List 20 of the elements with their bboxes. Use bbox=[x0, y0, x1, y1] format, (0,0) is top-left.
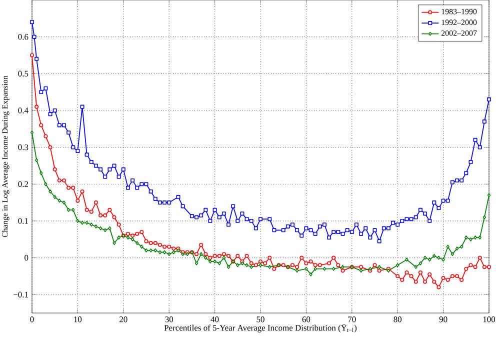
x-tick-label: 50 bbox=[256, 316, 264, 322]
y-tick-label: 0.5 bbox=[18, 70, 28, 77]
x-tick-label: 100 bbox=[483, 316, 496, 322]
y-tick-label: 0.1 bbox=[18, 218, 28, 224]
x-axis-title: Percentiles of 5-Year Average Income Distribution (Ȳ$_{t−l}$) bbox=[164, 324, 357, 332]
y-tick-label: 0.4 bbox=[18, 108, 28, 114]
y-tick-label: 0.6 bbox=[18, 34, 28, 40]
x-tick-label: 90 bbox=[439, 316, 448, 322]
x-tick-label: 10 bbox=[74, 316, 82, 322]
x-tick-label: 80 bbox=[394, 316, 402, 322]
y-tick-label: 0 bbox=[24, 254, 28, 261]
x-tick-label: 60 bbox=[302, 316, 310, 322]
x-tick-label: 30 bbox=[165, 316, 174, 322]
y-tick-label: −0.1 bbox=[14, 292, 28, 298]
x-tick-label: 20 bbox=[120, 316, 128, 322]
x-tick-label: 40 bbox=[210, 316, 219, 322]
y-tick-label: 0.3 bbox=[18, 144, 28, 150]
x-tick-label: 0 bbox=[30, 316, 34, 322]
x-tick-label: 70 bbox=[348, 316, 356, 322]
y-tick-label: 0.2 bbox=[18, 181, 28, 187]
